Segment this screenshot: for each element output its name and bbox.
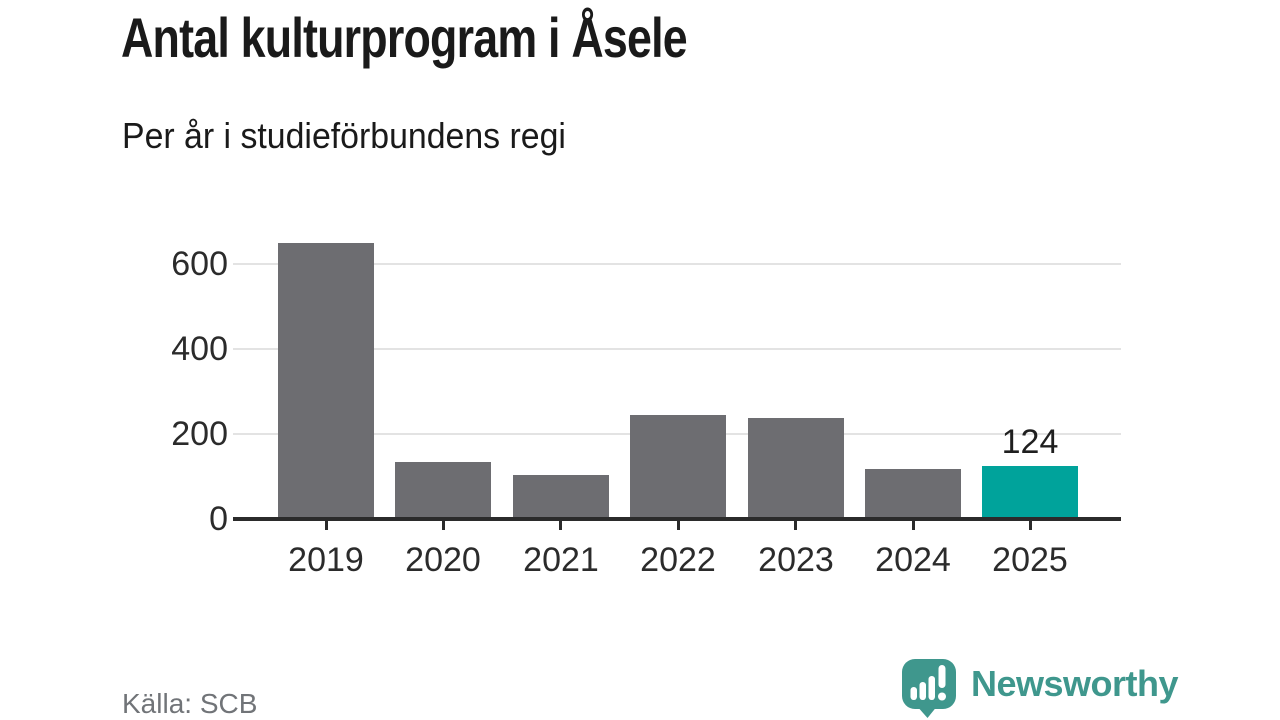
x-axis-label-2019: 2019 [288,541,364,579]
y-axis-label-600: 600 [171,245,228,283]
chart-subtitle: Per år i studieförbundens regi [122,115,566,156]
newsworthy-logo-icon [902,659,956,718]
source-note: Källa: SCB [122,688,258,719]
newsworthy-logo-text: Newsworthy [971,663,1179,704]
x-axis-label-2020: 2020 [405,541,481,579]
bar-2020 [395,462,491,519]
gridline-y400 [233,348,1121,350]
x-axis-label-2023: 2023 [758,541,834,579]
gridline-y600 [233,263,1121,265]
bar-value-label-2025: 124 [1001,423,1059,461]
x-tick-2023 [794,521,797,530]
chart-title: Antal kulturprogram i Åsele [121,6,688,69]
newsworthy-logo: Newsworthy [901,658,1179,718]
x-axis-label-2024: 2024 [875,541,951,579]
x-axis-line [233,517,1121,521]
bar-2025 [982,466,1078,519]
bar-2019 [278,243,374,519]
bar-2021 [513,475,609,519]
y-axis-label-200: 200 [171,415,228,453]
x-axis-label-2022: 2022 [640,541,716,579]
x-tick-2025 [1029,521,1032,530]
x-tick-2024 [912,521,915,530]
y-axis-label-0: 0 [209,500,228,538]
x-tick-2022 [677,521,680,530]
x-tick-2019 [325,521,328,530]
x-tick-2021 [559,521,562,530]
bar-2023 [748,418,844,519]
y-axis-label-400: 400 [171,330,228,368]
bar-2022 [630,415,726,519]
x-axis-label-2025: 2025 [992,541,1068,579]
bar-2024 [865,469,961,519]
x-axis-label-2021: 2021 [523,541,599,579]
x-tick-2020 [442,521,445,530]
